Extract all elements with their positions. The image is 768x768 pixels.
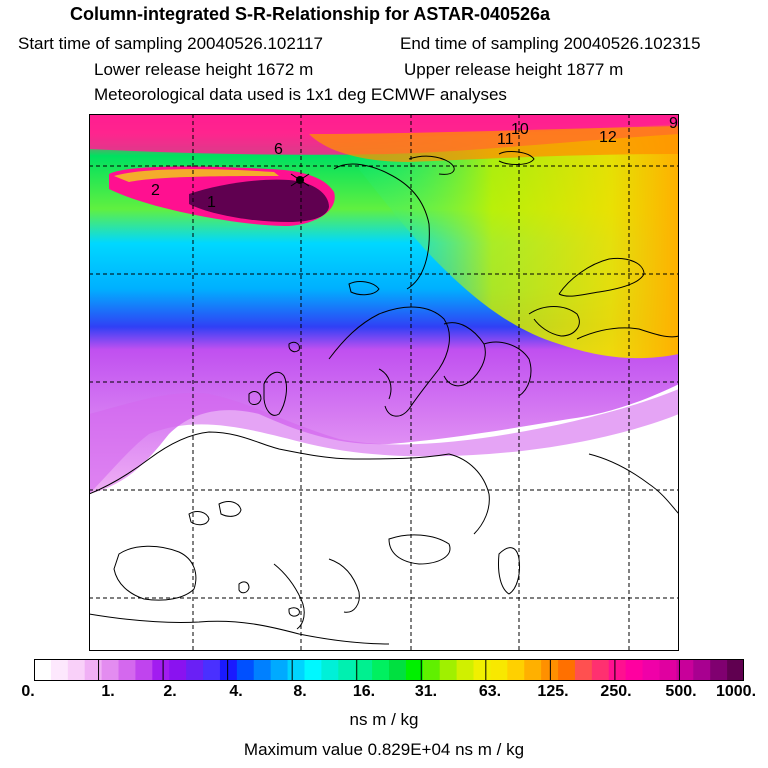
colorbar-swatch [473,659,491,681]
colorbar-swatch [558,659,576,681]
colorbar-swatch [219,659,238,681]
colorbar-swatch [118,659,136,681]
colorbar-swatch [422,659,441,681]
colorbar-label: 16. [352,683,376,700]
colorbar-label: 1000. [715,683,757,700]
colorbar-label: 8. [293,683,307,700]
start-time-label: Start time of sampling 20040526.102117 [18,34,323,53]
colorbar-swatch [490,659,508,681]
colorbar-swatch [236,659,255,681]
colorbar-swatch [135,659,153,681]
colorbar [34,659,744,681]
colorbar-label: 125. [537,683,569,700]
colorbar-swatch [727,659,744,681]
colorbar-label: 0. [21,683,35,700]
colorbar-swatch [203,659,221,681]
trajectory-label-11: 11 [497,131,514,148]
max-value-label: Maximum value 0.829E+04 ns m / kg [243,740,525,759]
colorbar-labels: 0. 1. 2. 4. 8. 16. 31. 63. 125. 250. 500. 1000. [0,683,768,703]
colorbar-swatch [270,659,289,681]
colorbar-swatch [608,659,627,681]
colorbar-swatch [253,659,272,681]
colorbar-swatch [625,659,644,681]
colorbar-swatch [355,659,373,681]
concentration-south-fringe [89,389,679,494]
colorbar-swatch [524,659,542,681]
plume-core [189,179,329,222]
coastlines [89,151,679,645]
colorbar-swatch [50,659,69,681]
colorbar-label: 250. [600,683,632,700]
colorbar-unit: ns m / kg [349,710,419,729]
colorbar-label: 4. [229,683,243,700]
colorbar-swatch [642,659,660,681]
colorbar-swatch [169,659,187,681]
trajectory-label-9: 9 [669,115,678,132]
concentration-top-orange [309,126,679,162]
colorbar-swatch [67,659,86,681]
colorbar-label: 1. [101,683,115,700]
concentration-east-band [339,124,679,359]
colorbar-swatch [693,659,711,681]
colorbar-swatch [304,659,322,681]
colorbar-swatch [186,659,204,681]
colorbar-swatch [574,659,593,681]
upper-release-label: Upper release height 1877 m [404,60,624,79]
colorbar-swatch [710,659,728,681]
colorbar-swatch [287,659,305,681]
colorbar-swatch [456,659,475,681]
colorbar-swatch [321,659,339,681]
trajectory-label-10: 10 [511,121,529,138]
colorbar-swatch [338,659,356,681]
colorbar-swatch [152,659,170,681]
receptor-marker [290,173,310,187]
concentration-map: 1 2 6 11 10 12 9 [89,114,679,651]
colorbar-swatch [659,659,677,681]
colorbar-swatch [405,659,424,681]
trajectory-label-6: 6 [274,141,283,158]
met-data-label: Meteorological data used is 1x1 deg ECMW… [94,85,507,104]
colorbar-swatch [541,659,559,681]
colorbar-swatch [591,659,610,681]
colorbar-swatch [676,659,694,681]
colorbar-label: 500. [665,683,697,700]
colorbar-swatch [439,659,458,681]
colorbar-label: 2. [163,683,177,700]
colorbar-swatch [101,659,120,681]
trajectory-label-12: 12 [599,129,617,146]
colorbar-label: 63. [478,683,502,700]
plume-yellow-ring [114,169,279,182]
colorbar-swatch [372,659,390,681]
colorbar-border [34,659,744,681]
colorbar-swatch [84,659,103,681]
colorbar-swatch [389,659,407,681]
colorbar-label: 31. [414,683,438,700]
lower-release-label: Lower release height 1672 m [94,60,314,79]
lat-lon-grid [89,114,679,651]
trajectory-label-1: 1 [207,194,216,211]
trajectory-label-2: 2 [151,182,160,199]
colorbar-swatch [34,659,52,681]
colorbar-swatch [507,659,525,681]
end-time-label: End time of sampling 20040526.102315 [400,34,701,53]
map-title: Column-integrated S-R-Relationship for A… [70,4,551,24]
